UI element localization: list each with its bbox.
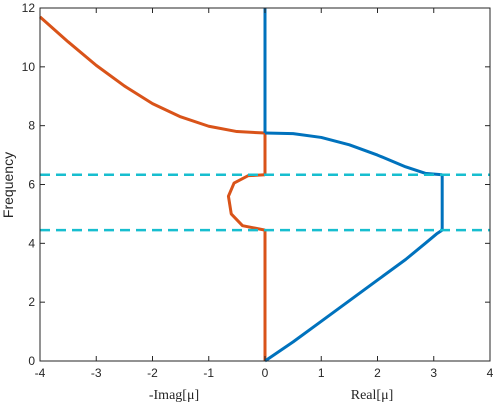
x-tick-label: -1	[203, 366, 214, 380]
x-tick-label: 4	[487, 366, 494, 380]
series-0-segment-2	[226, 173, 266, 232]
y-tick-label: 12	[22, 1, 36, 15]
y-tick-label: 0	[28, 354, 35, 368]
x-axis-label-right: Real[μ]	[351, 388, 394, 403]
y-tick-label: 2	[28, 295, 35, 309]
x-tick-label: 0	[262, 366, 269, 380]
x-tick-label: -3	[91, 366, 102, 380]
series-1-segment-3	[264, 228, 444, 363]
plot-lines	[39, 8, 490, 363]
x-tick-label: -2	[147, 366, 158, 380]
x-tick-label: -4	[35, 366, 46, 380]
x-tick-label: 2	[374, 366, 381, 380]
y-tick-label: 8	[28, 119, 35, 133]
y-axis-label: Frequency	[0, 152, 16, 218]
y-tick-label: 10	[22, 60, 36, 74]
series-0-segment-0	[39, 15, 266, 135]
series-1-segment-1	[264, 131, 443, 177]
x-tick-label: 3	[430, 366, 437, 380]
y-tick-label: 6	[28, 178, 35, 192]
x-tick-label: 1	[318, 366, 325, 380]
x-axis-label-left: -Imag[μ]	[149, 388, 199, 403]
y-tick-label: 4	[28, 236, 35, 250]
